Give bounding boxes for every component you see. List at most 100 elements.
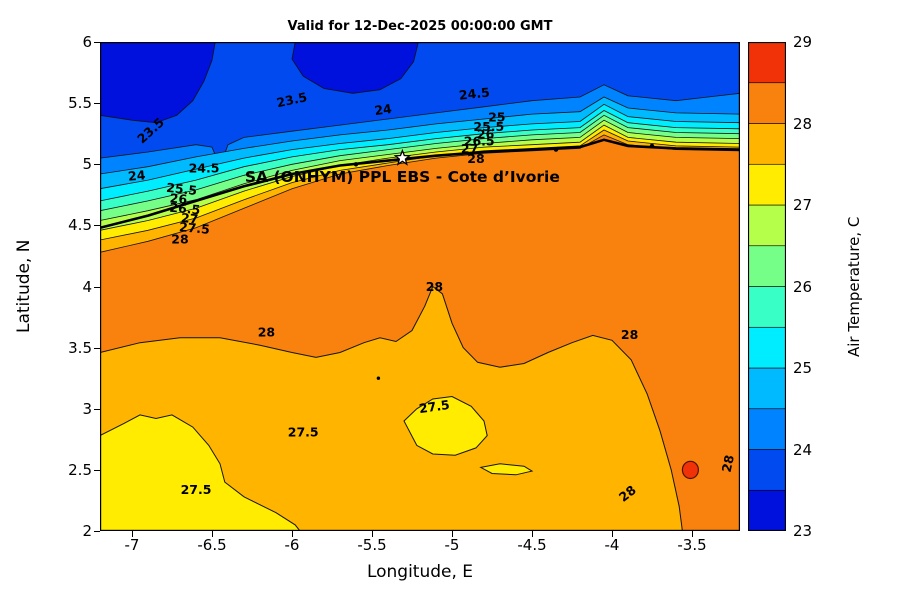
- y-tick-mark: [94, 103, 100, 105]
- contour-label: 28: [426, 279, 443, 294]
- x-tick-label: -5.5: [357, 536, 387, 554]
- x-axis-label: Longitude, E: [366, 562, 474, 582]
- contour-label: 28: [171, 232, 188, 247]
- contour-label: 23.5: [275, 89, 308, 110]
- contour-label: 26.5: [464, 134, 495, 149]
- station-star-icon: [393, 148, 412, 166]
- y-tick-mark: [94, 42, 100, 43]
- contour-label: 28: [621, 327, 638, 342]
- axes-frame: [100, 42, 740, 531]
- colorbar-frame: [748, 42, 786, 531]
- y-tick-mark: [94, 225, 100, 227]
- colorbar-band: [748, 408, 786, 450]
- contour-label: 27: [461, 141, 478, 156]
- contour-label: 24.5: [189, 161, 220, 176]
- contour-label: 25.5: [166, 180, 198, 198]
- plot-area: 23.5 23.5 24 24.5 24 24.5 25 25.5 26 26.5 27 27.5 28…: [98, 41, 742, 532]
- contour-line-27: [99, 124, 741, 231]
- coast-marker: [553, 147, 559, 152]
- map-svg: 23.523.524 24.52424.52525.52626.52727.528…: [98, 41, 742, 532]
- x-tick-mark: [452, 531, 453, 537]
- colorbar-tick-label: 25: [793, 359, 813, 377]
- contour-label: 28: [719, 454, 737, 474]
- colorbar-band: [748, 245, 786, 287]
- x-tick-label: -4.5: [517, 536, 547, 554]
- colorbar-band: [748, 326, 786, 369]
- contour-label: 26: [169, 190, 188, 206]
- x-tick-mark: [292, 531, 293, 537]
- chart-title: Valid for 12-Dec-2025 00:00:00 GMT: [287, 19, 553, 34]
- contour-label: 24: [373, 101, 393, 118]
- contour-label: 25: [488, 109, 505, 124]
- annotation-label: SA (ONHYM) PPL EBS - Cote d’Ivorie: [245, 168, 560, 186]
- yellow-patch: [99, 414, 302, 532]
- colorbar-band: [748, 163, 786, 206]
- yellow-patch: [479, 463, 534, 476]
- x-tick-label: -6.5: [197, 536, 227, 554]
- x-tick-label: -5: [444, 536, 460, 554]
- contour-line-28-inner: [99, 285, 683, 532]
- contour-line-26.5: [99, 119, 741, 221]
- y-tick-mark: [94, 347, 100, 349]
- y-tick-mark: [94, 164, 100, 166]
- y-tick-label: 3: [82, 399, 92, 418]
- y-tick-label: 3.5: [68, 338, 92, 357]
- y-axis-label: Latitude, N: [14, 239, 34, 334]
- colorbar-band: [748, 367, 786, 410]
- x-tick-mark: [692, 531, 693, 537]
- cold-region: [291, 41, 419, 94]
- colorbar-band: [748, 82, 786, 124]
- colorbar-tick-label: 29: [793, 33, 813, 51]
- colorbar-label: Air Temperature, C: [845, 216, 863, 357]
- colorbar-band: [748, 449, 786, 491]
- contour-label: 26.5: [169, 200, 201, 218]
- contour-line-25.5: [99, 110, 741, 202]
- x-tick-mark: [372, 531, 373, 537]
- coast-marker: [353, 162, 359, 167]
- y-tick-mark: [94, 408, 100, 410]
- y-tick-label: 6: [82, 33, 92, 51]
- x-tick-label: -7: [124, 536, 140, 554]
- contour-line-26: [99, 114, 741, 212]
- x-tick-mark: [132, 531, 133, 537]
- band-inner-27-5: [100, 286, 683, 531]
- tiny-contour-dot: [376, 376, 381, 380]
- contour-line-24.5: [99, 96, 741, 175]
- y-tick-label: 5.5: [68, 94, 92, 113]
- contour-line-28: [99, 134, 741, 253]
- yellow-patch: [403, 395, 488, 456]
- y-tick-label: 4.5: [68, 216, 92, 235]
- contour-label: 24: [127, 167, 146, 183]
- colorbar: [748, 42, 786, 531]
- x-tick-mark: [612, 531, 613, 537]
- y-tick-label: 5: [82, 155, 92, 174]
- colorbar-tick-label: 27: [793, 196, 813, 214]
- x-tick-mark: [212, 531, 213, 537]
- y-tick-mark: [94, 531, 100, 532]
- contour-label: 28: [467, 151, 484, 166]
- x-tick-label: -3.5: [677, 536, 707, 554]
- colorbar-tick-label: 26: [793, 277, 813, 296]
- contour-label: 24.5: [458, 85, 490, 103]
- x-tick-label: -4: [604, 536, 620, 554]
- y-tick-mark: [94, 286, 100, 288]
- y-tick-label: 4: [82, 277, 92, 296]
- contour-label: 27.5: [178, 219, 210, 237]
- hot-spot: [681, 460, 700, 480]
- colorbar-tick-label: 28: [793, 114, 813, 133]
- coastline: [98, 138, 742, 230]
- colorbar-band: [748, 204, 786, 247]
- y-tick-label: 2.5: [68, 460, 92, 479]
- contour-label: 27.5: [181, 482, 212, 497]
- contour-label: 26: [477, 126, 495, 141]
- coast-marker: [649, 143, 655, 149]
- x-tick-label: -6: [284, 536, 300, 554]
- colorbar-band: [748, 123, 786, 165]
- y-tick-mark: [94, 469, 100, 471]
- contour-label: 28: [258, 325, 275, 340]
- y-tick-label: 2: [82, 522, 92, 540]
- contour-label: 27: [180, 210, 199, 226]
- x-tick-mark: [532, 531, 533, 537]
- contour-label: 27.5: [288, 425, 319, 440]
